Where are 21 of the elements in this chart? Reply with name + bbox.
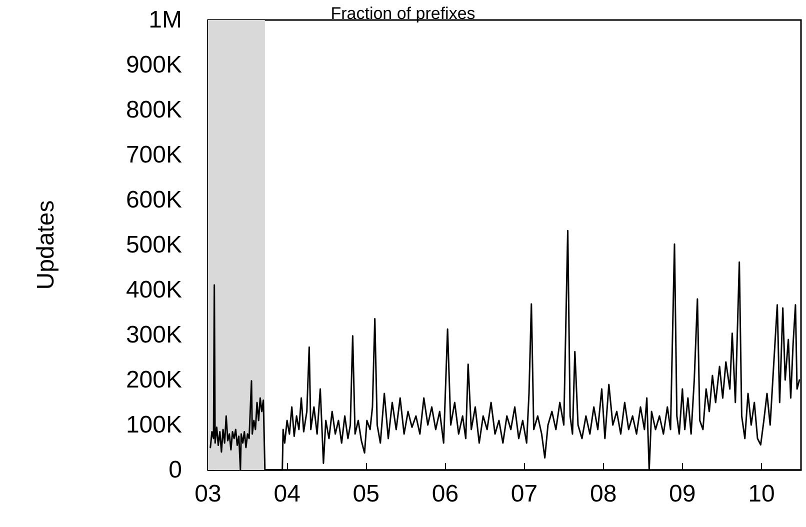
chart-title: Fraction of prefixes bbox=[330, 4, 476, 23]
y-tick-label: 300K bbox=[126, 322, 182, 348]
x-tick-label: 06 bbox=[432, 480, 459, 508]
y-tick-label: 200K bbox=[126, 366, 182, 394]
x-tick-label: 08 bbox=[590, 480, 617, 508]
y-tick-label: 1M bbox=[148, 6, 182, 34]
y-tick-label: 0 bbox=[168, 456, 182, 484]
y-tick-label: 800K bbox=[126, 96, 182, 124]
y-tick-label: 500K bbox=[126, 232, 182, 258]
y-tick-label: 600K bbox=[126, 186, 182, 214]
x-tick-label: 07 bbox=[510, 480, 538, 508]
y-tick-label: 900K bbox=[126, 52, 182, 78]
x-tick-label: 03 bbox=[194, 480, 222, 508]
x-tick-label: 10 bbox=[748, 480, 775, 508]
y-tick-label: 100K bbox=[126, 412, 182, 438]
x-tick-label: 09 bbox=[669, 480, 696, 508]
y-tick-label: 400K bbox=[126, 276, 182, 304]
x-tick-label: 05 bbox=[352, 480, 380, 508]
y-axis-title: Updates bbox=[32, 200, 60, 290]
x-tick-label: 04 bbox=[274, 480, 300, 508]
y-tick-label: 700K bbox=[126, 142, 182, 168]
